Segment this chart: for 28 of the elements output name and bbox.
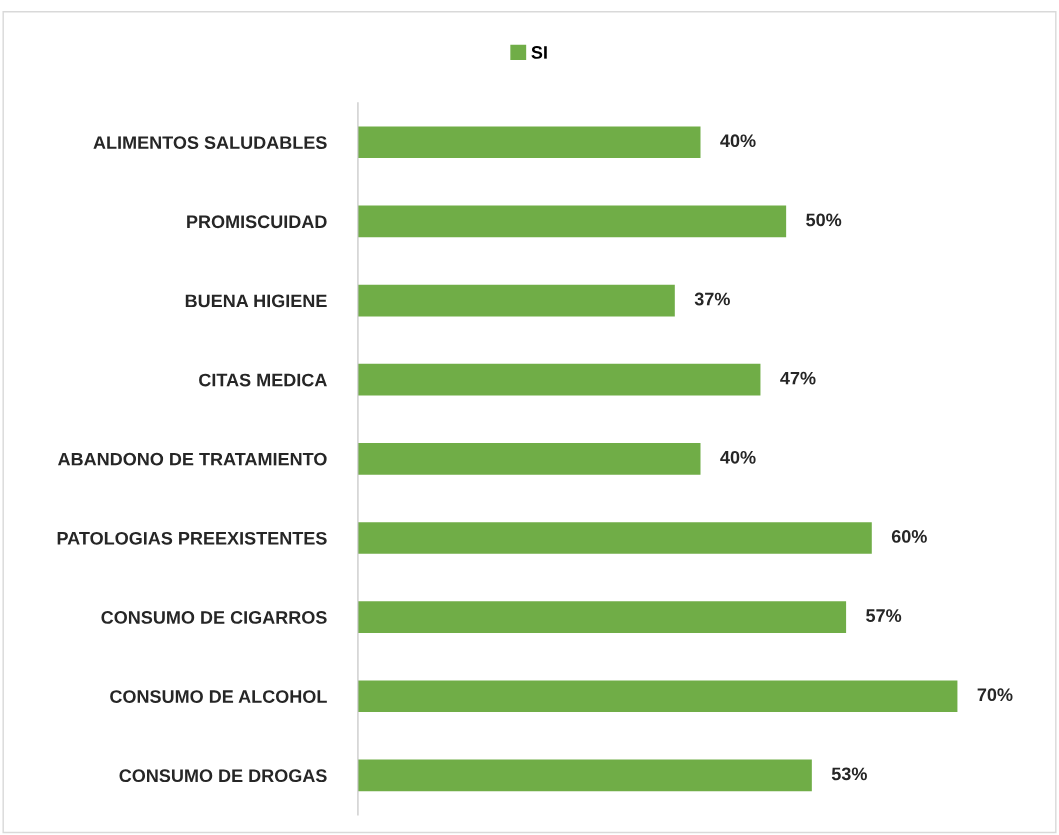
data-label: 53% — [831, 767, 867, 781]
y-tick-label: PROMISCUIDAD — [187, 215, 327, 229]
data-label: 57% — [866, 609, 902, 622]
data-label: 50% — [806, 213, 842, 227]
y-tick-label: CONSUMO DE CIGARROS — [101, 611, 327, 624]
y-tick-label: BUENA HIGIENE — [185, 294, 327, 308]
data-label: 37% — [694, 292, 730, 306]
legend-label: SI — [531, 46, 547, 59]
y-tick-label: ALIMENTOS SALUDABLES — [93, 136, 327, 149]
data-label: 47% — [780, 371, 816, 385]
bar — [357, 284, 675, 317]
y-tick-label: CITAS MEDICA — [199, 373, 327, 387]
bar — [357, 205, 787, 238]
bar — [357, 443, 701, 475]
y-tick-label: CONSUMO DE ALCOHOL — [110, 690, 327, 703]
y-tick-label: CONSUMO DE DROGAS — [119, 769, 327, 783]
data-label: 40% — [720, 134, 756, 148]
data-label: 60% — [891, 530, 927, 543]
bar — [357, 363, 761, 396]
data-label: 40% — [720, 450, 756, 464]
bar — [357, 522, 872, 554]
y-tick-label: PATOLOGIAS PREEXISTENTES — [57, 531, 327, 545]
data-label: 70% — [977, 688, 1013, 702]
bar — [357, 759, 812, 792]
bar — [357, 601, 847, 633]
y-tick-label: ABANDONO DE TRATAMIENTO — [57, 452, 327, 466]
bar — [357, 126, 701, 159]
bar — [357, 680, 958, 713]
